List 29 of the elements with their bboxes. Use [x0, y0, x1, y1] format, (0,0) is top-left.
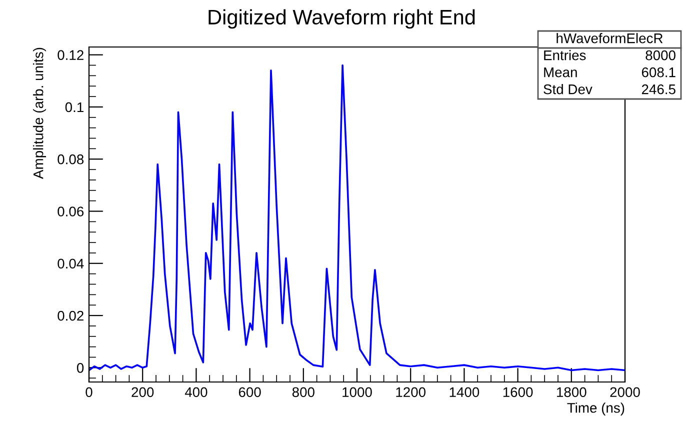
x-tick-label: 2000 — [610, 387, 640, 398]
annotation: Mean — [544, 68, 577, 78]
chart-title: Digitized Waveform right End — [208, 9, 475, 29]
x-axis-title: Time (ns) — [567, 402, 624, 416]
x-tick-label: 1400 — [450, 387, 480, 398]
text: 608.1 — [642, 67, 676, 78]
x-tick-label: 1600 — [503, 387, 533, 398]
text: hWaveformElecR — [556, 33, 663, 44]
y-tick-label: 0.1 — [65, 102, 84, 112]
y-tick-label: 0.12 — [58, 50, 84, 60]
y-tick-label: 0.06 — [58, 206, 84, 216]
x-tick-label: 200 — [132, 387, 154, 398]
x-tick-label: 1800 — [557, 387, 586, 398]
x-tick-label: 0 — [86, 387, 92, 398]
y-tick-label: 0 — [76, 362, 84, 373]
y-tick-label: 0.08 — [58, 154, 84, 164]
y-tick-label: 0.02 — [58, 310, 84, 321]
annotation: Std Dev — [544, 84, 592, 94]
x-tick-label: 1000 — [342, 387, 372, 398]
line-series — [89, 64, 625, 372]
text: 8000 — [646, 50, 676, 60]
x-tick-label: 400 — [184, 387, 208, 398]
y-axis-title: Amplitude (arb. units) — [33, 48, 46, 179]
text: 246.5 — [642, 84, 676, 94]
x-tick-label: 1200 — [396, 387, 426, 398]
y-tick-label: 0.04 — [58, 258, 84, 269]
x-tick-label: 800 — [292, 387, 314, 398]
annotation: Entries — [544, 50, 586, 60]
x-tick-label: 600 — [238, 387, 261, 398]
